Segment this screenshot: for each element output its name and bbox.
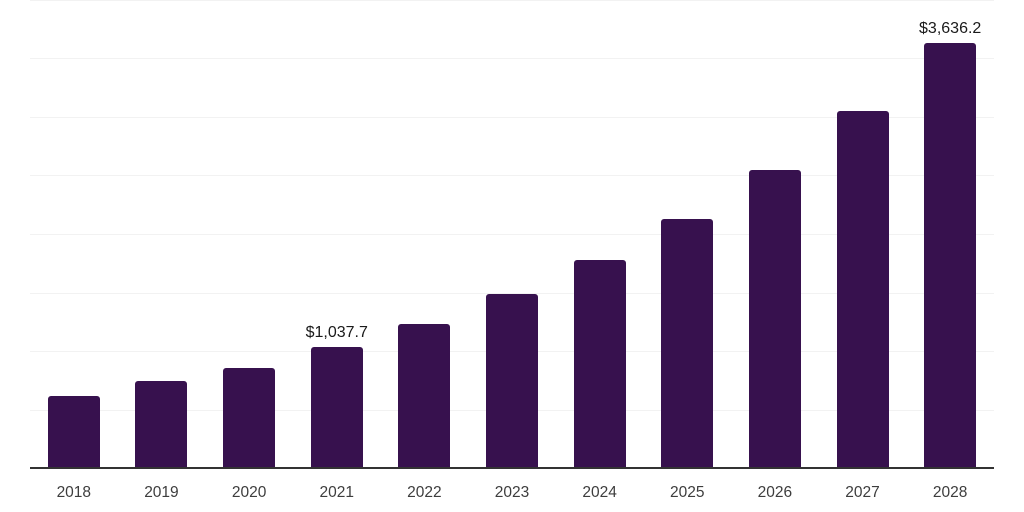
bar-2025 — [661, 219, 714, 469]
gridline-2500 — [30, 175, 994, 177]
x-tick-label-2028: 2028 — [932, 484, 968, 501]
bar-2024 — [573, 260, 626, 469]
bar-2027 — [836, 110, 889, 469]
x-tick-label-2026: 2026 — [757, 484, 793, 501]
bar-2018 — [47, 396, 100, 469]
x-tick-label-2020: 2020 — [231, 484, 267, 501]
x-axis-line — [30, 467, 994, 469]
bar-2022 — [398, 323, 451, 469]
gridline-4000 — [30, 0, 994, 1]
x-tick-label-2022: 2022 — [407, 484, 442, 501]
bar-2026 — [748, 170, 801, 469]
bar-2028 — [924, 42, 977, 469]
gridline-2000 — [30, 234, 994, 235]
value-label-2028: $3,636.2 — [919, 19, 982, 37]
plot-area: $1,037.7 $3,636.2 — [30, 0, 994, 469]
value-label-2021: $1,037.7 — [305, 324, 368, 342]
x-axis-labels: 2018 2019 2020 2021 2022 2023 2024 2025 2026 2027… — [30, 469, 994, 512]
x-tick-label-2021: 2021 — [319, 484, 354, 501]
bar-2020 — [223, 368, 276, 469]
x-tick-label-2025: 2025 — [670, 484, 705, 501]
gridline-3000 — [30, 116, 994, 118]
x-tick-label-2023: 2023 — [494, 484, 530, 501]
x-tick-label-2019: 2019 — [144, 484, 179, 501]
x-tick-label-2027: 2027 — [845, 484, 880, 501]
bar-2021 — [310, 347, 363, 469]
bar-2023 — [486, 294, 538, 469]
x-tick-label-2024: 2024 — [582, 484, 617, 501]
bar-2019 — [135, 381, 188, 469]
gridline-1500 — [30, 292, 994, 294]
x-tick-label-2018: 2018 — [56, 484, 92, 501]
gridline-3500 — [30, 58, 994, 60]
